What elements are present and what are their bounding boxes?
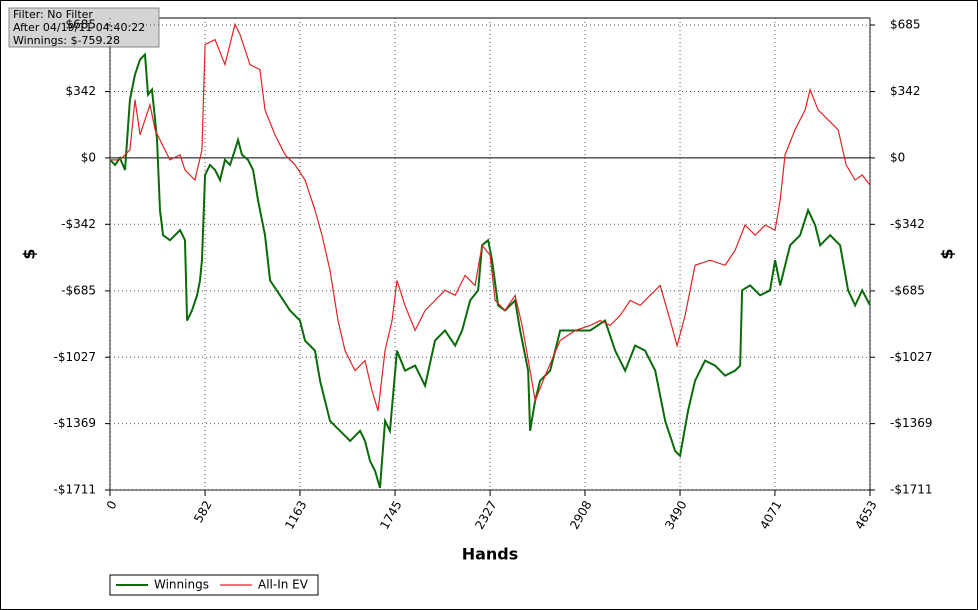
y-axis-title-right: $ xyxy=(938,248,957,259)
y-tick-label: -$685 xyxy=(61,283,96,297)
y-tick-label: $685 xyxy=(65,17,96,31)
y-tick-label-right: -$1027 xyxy=(890,350,933,364)
y-tick-label-right: $342 xyxy=(890,84,921,98)
y-tick-label-right: -$1369 xyxy=(890,416,933,430)
info-text: After 04/19/11 04:40:22 xyxy=(13,21,145,34)
y-tick-label-right: $685 xyxy=(890,17,921,31)
info-text: Winnings: $-759.28 xyxy=(13,34,120,47)
y-tick-label-right: -$685 xyxy=(890,283,925,297)
legend-label: Winnings xyxy=(154,578,209,592)
y-tick-label-right: $0 xyxy=(890,150,905,164)
y-axis-title: $ xyxy=(20,248,39,259)
y-tick-label: $342 xyxy=(65,84,96,98)
y-tick-label: $0 xyxy=(81,150,96,164)
y-tick-label: -$1027 xyxy=(53,350,96,364)
y-tick-label: -$1369 xyxy=(53,416,96,430)
x-axis-title: Hands xyxy=(462,545,519,564)
info-box xyxy=(8,7,160,48)
series-line xyxy=(109,52,871,489)
legend xyxy=(109,574,319,596)
y-tick-label-right: -$1711 xyxy=(890,483,933,497)
info-text: Filter: No Filter xyxy=(13,8,93,21)
y-tick-label: -$1711 xyxy=(53,483,96,497)
y-tick-label: -$342 xyxy=(61,217,96,231)
y-tick-label-right: -$342 xyxy=(890,217,925,231)
series-line xyxy=(110,22,871,411)
legend-label: All-In EV xyxy=(258,578,309,592)
